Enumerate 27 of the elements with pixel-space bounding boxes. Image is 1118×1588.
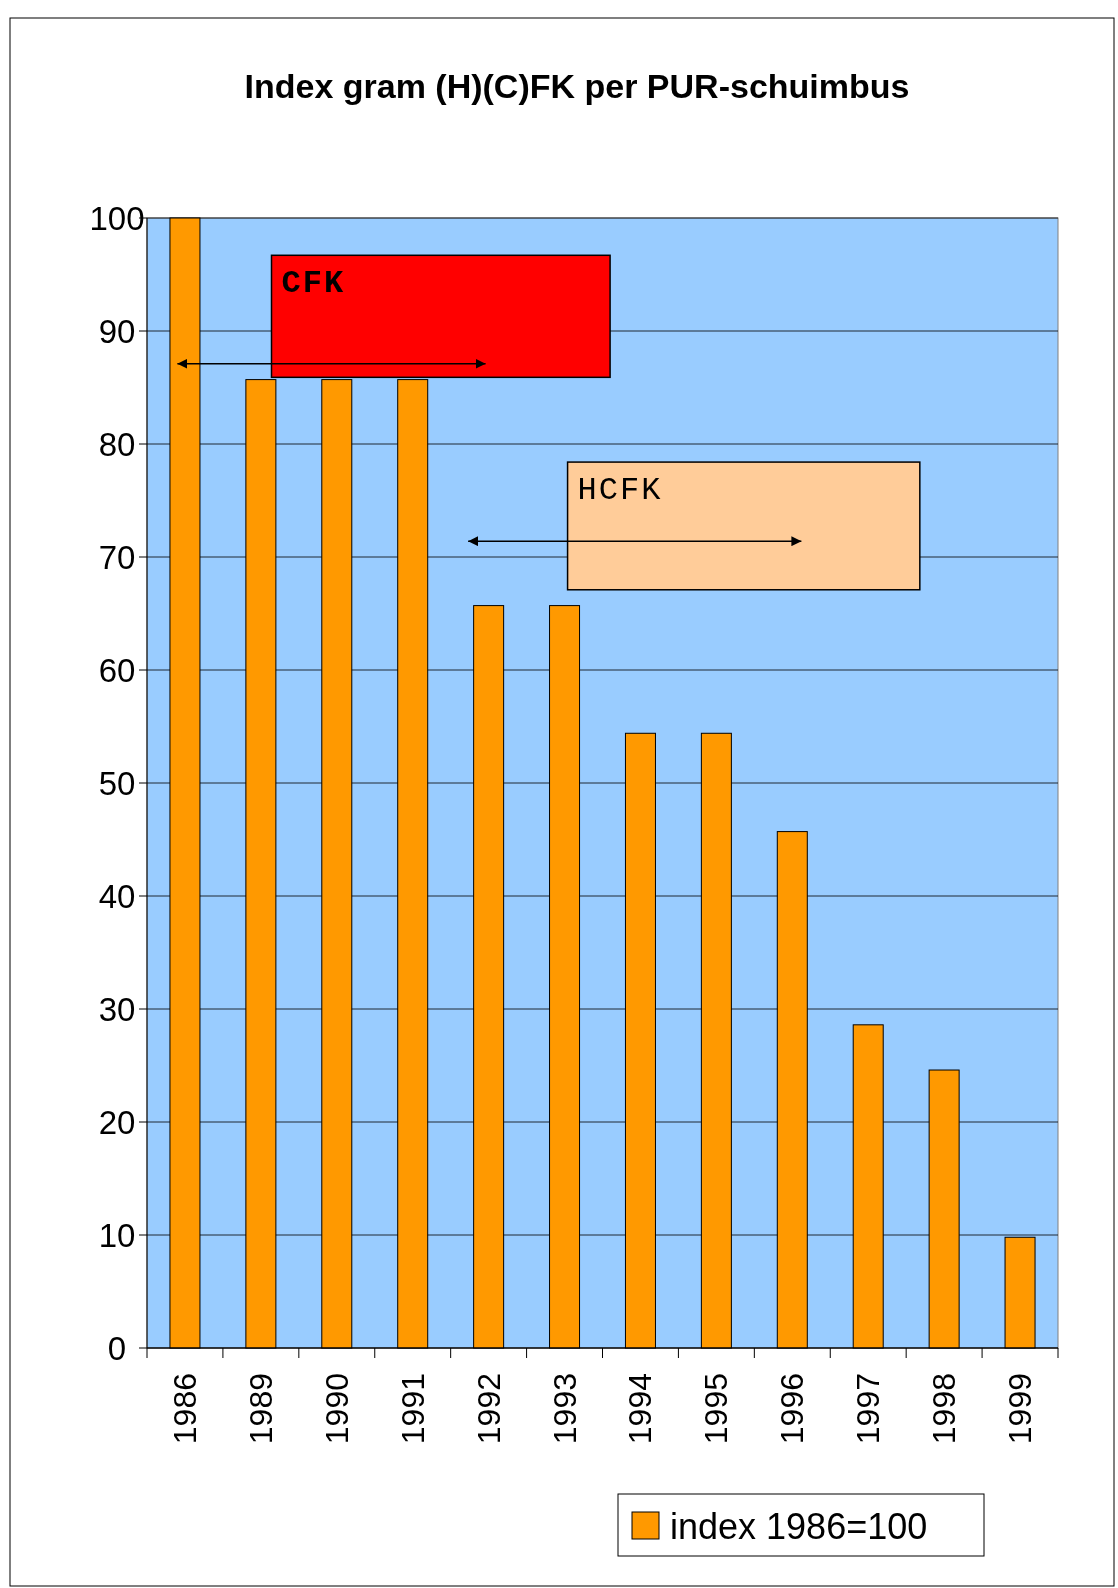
y-tick-label: 60 [98,651,136,689]
legend-label: index 1986=100 [670,1505,928,1547]
x-tick-label: 1995 [698,1373,735,1445]
annotation: CFK [281,265,346,303]
y-tick-label: 0 [107,1329,127,1367]
y-tick-label: 90 [98,312,136,350]
annotation: HCFK [577,472,663,510]
x-tick-label: 1992 [470,1373,507,1445]
chart-title: Index gram (H)(C)FK per PUR-schuimbus [244,67,910,105]
x-tick-label: 1993 [546,1373,583,1445]
x-tick-label: 1990 [318,1373,355,1445]
x-tick-label: 1989 [242,1373,279,1445]
x-tick-label: 1999 [1002,1373,1039,1445]
y-tick-label: 70 [98,538,136,576]
y-tick-label: 100 [89,199,145,237]
x-tick-label: 1994 [622,1373,659,1445]
x-tick-label: 1991 [394,1373,431,1445]
y-tick-label: 50 [98,764,136,802]
y-tick-label: 20 [98,1103,136,1141]
y-tick-label: 40 [98,877,136,915]
y-tick-label: 30 [98,990,136,1028]
y-tick-label: 80 [98,425,136,463]
x-tick-label: 1998 [926,1373,963,1445]
y-tick-label: 10 [98,1216,136,1254]
x-tick-label: 1986 [166,1373,203,1445]
x-tick-label: 1996 [774,1373,811,1445]
x-tick-label: 1997 [850,1373,887,1445]
